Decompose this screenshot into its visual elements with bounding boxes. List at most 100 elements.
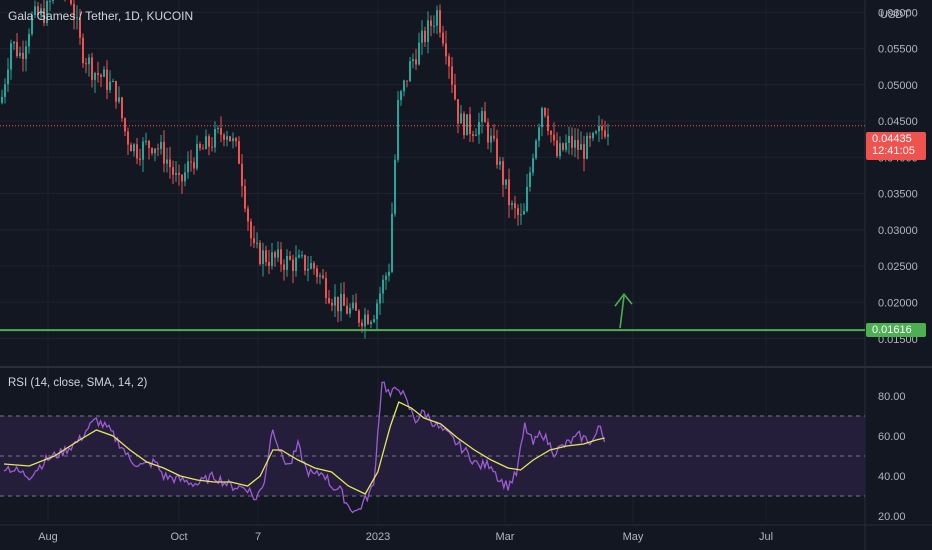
candle-body [490, 135, 492, 143]
candle-body [205, 136, 207, 150]
candle-body [523, 210, 525, 215]
candle-body [529, 172, 531, 187]
candle-body [25, 46, 27, 59]
candle-body [223, 134, 225, 140]
candle-body [568, 136, 570, 143]
candle-body [547, 115, 549, 131]
candle-body [196, 143, 198, 169]
candle-body [268, 261, 270, 266]
candle-body [601, 126, 603, 131]
candle-body [88, 57, 90, 65]
support-price-tag: 0.01616 [866, 323, 926, 337]
candle-body [115, 80, 117, 102]
candle-body [160, 141, 162, 150]
candle-body [445, 43, 447, 57]
candle-body [229, 136, 231, 142]
price-axis-tick: 0.02500 [878, 261, 918, 273]
candle-body [187, 161, 189, 173]
candle-body [133, 144, 135, 152]
candle-body [241, 163, 243, 187]
candle-body [40, 8, 42, 16]
candle-body [553, 134, 555, 141]
candle-body [442, 32, 444, 44]
candle-body [283, 264, 285, 270]
candle-body [586, 135, 588, 159]
candle-body [499, 161, 501, 165]
candle-body [85, 63, 87, 65]
candle-body [394, 159, 396, 214]
candle-body [496, 138, 498, 165]
candle-body [550, 130, 552, 135]
candle-body [244, 186, 246, 209]
candle-body [73, 3, 75, 19]
candle-body [343, 293, 345, 306]
candle-body [316, 268, 318, 277]
candle-body [304, 255, 306, 271]
candle-body [418, 42, 420, 65]
candle-body [511, 203, 513, 206]
candle-body [349, 308, 351, 314]
candle-body [79, 17, 81, 38]
candle-body [487, 122, 489, 143]
candle-body [256, 242, 258, 244]
candle-body [565, 142, 567, 150]
candle-body [322, 275, 324, 279]
candle-body [325, 278, 327, 299]
price-axis-tick: 0.01500 [878, 334, 918, 346]
candle-body [139, 158, 141, 160]
candle-body [301, 255, 303, 257]
candle-body [7, 69, 9, 85]
candle-body [337, 296, 339, 312]
candle-body [313, 263, 315, 269]
candle-body [469, 114, 471, 135]
candle-body [112, 80, 114, 82]
time-axis-tick: Aug [38, 531, 58, 543]
candle-body [364, 314, 366, 327]
candle-body [202, 148, 204, 150]
candle-body [259, 242, 261, 264]
candle-body [562, 143, 564, 150]
candle-body [22, 52, 24, 59]
candle-body [19, 52, 21, 57]
candle-body [589, 135, 591, 139]
rsi-axis-tick: 20.00 [878, 511, 906, 523]
candle-body [16, 41, 18, 57]
candle-body [49, 0, 51, 2]
current-price-tag: 0.04435 12:41:05 [866, 132, 926, 160]
candle-body [403, 80, 405, 92]
candle-body [52, 0, 54, 1]
candle-body [280, 249, 282, 265]
candle-body [460, 113, 462, 124]
candle-body [292, 259, 294, 272]
candle-body [172, 167, 174, 175]
candle-body [181, 174, 183, 182]
candle-body [367, 314, 369, 324]
candle-body [466, 114, 468, 136]
candle-body [43, 8, 45, 23]
candle-body [226, 136, 228, 140]
candle-body [409, 61, 411, 82]
candle-body [214, 129, 216, 148]
candle-body [70, 0, 72, 4]
candle-body [472, 134, 474, 136]
candle-body [91, 57, 93, 80]
candle-body [103, 69, 105, 77]
candle-body [13, 41, 15, 44]
candle-body [376, 303, 378, 320]
candle-body [451, 66, 453, 85]
candle-body [145, 140, 147, 142]
candle-body [4, 84, 6, 97]
price-axis-tick: 0.06000 [878, 7, 918, 19]
candle-body [262, 250, 264, 264]
candle-body [340, 293, 342, 312]
arrow-head [614, 292, 633, 307]
rsi-ma-line [3, 401, 605, 495]
time-axis-tick: May [623, 531, 644, 543]
time-axis-tick: 7 [255, 531, 261, 543]
candle-body [247, 208, 249, 222]
rsi-axis-tick: 40.00 [878, 471, 906, 483]
candle-body [370, 321, 372, 324]
candle-body [514, 203, 516, 209]
candle-body [295, 257, 297, 272]
